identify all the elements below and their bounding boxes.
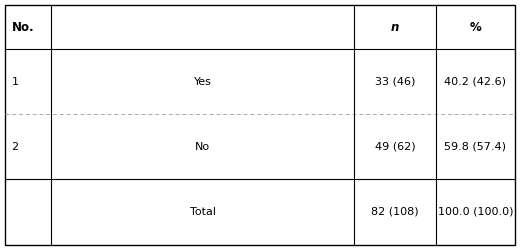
Text: No: No — [195, 142, 210, 152]
Text: n: n — [391, 21, 399, 34]
Text: 33 (46): 33 (46) — [375, 77, 415, 87]
Text: 100.0 (100.0): 100.0 (100.0) — [437, 207, 513, 217]
Text: 59.8 (57.4): 59.8 (57.4) — [444, 142, 506, 152]
Text: 1: 1 — [11, 77, 18, 87]
Text: No.: No. — [11, 21, 34, 34]
Text: 49 (62): 49 (62) — [375, 142, 415, 152]
Text: 82 (108): 82 (108) — [371, 207, 419, 217]
Text: %: % — [470, 21, 481, 34]
Text: 40.2 (42.6): 40.2 (42.6) — [444, 77, 506, 87]
Text: Total: Total — [190, 207, 216, 217]
Text: 2: 2 — [11, 142, 19, 152]
Text: Yes: Yes — [194, 77, 212, 87]
